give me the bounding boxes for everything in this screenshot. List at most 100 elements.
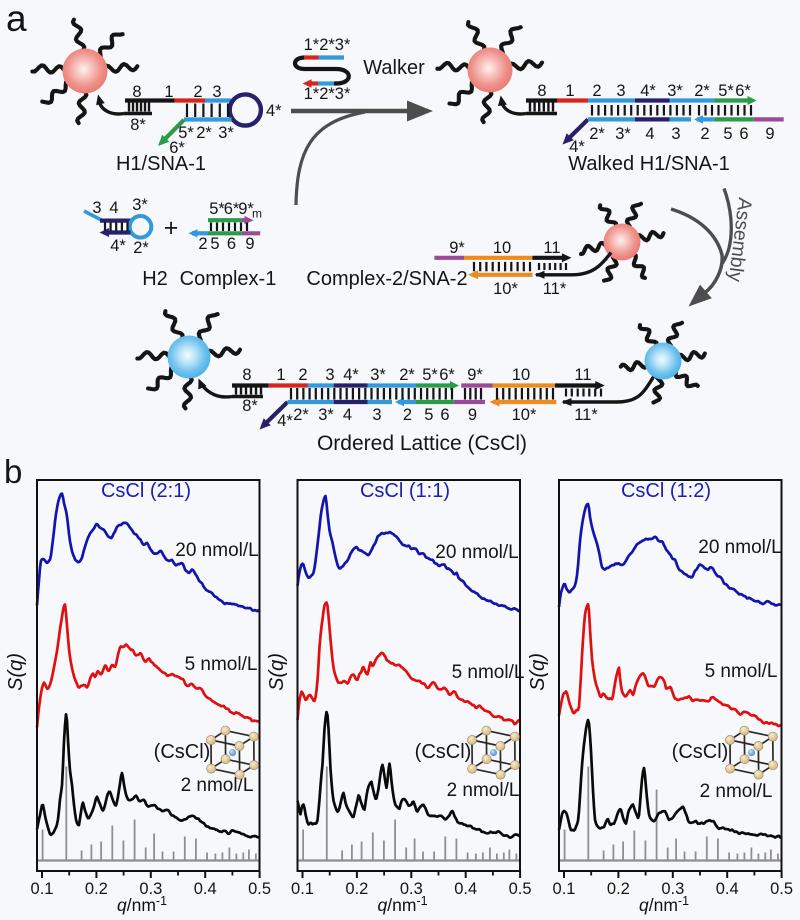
svg-text:8: 8 bbox=[537, 82, 546, 100]
svg-text:6: 6 bbox=[739, 125, 748, 143]
svg-text:1*2*3*: 1*2*3* bbox=[304, 36, 351, 54]
svg-text:2 nmol/L: 2 nmol/L bbox=[447, 780, 520, 801]
svg-text:6*: 6* bbox=[169, 139, 185, 157]
svg-text:2: 2 bbox=[298, 366, 307, 384]
svg-text:6*: 6* bbox=[735, 82, 751, 100]
svg-text:11*: 11* bbox=[543, 280, 567, 298]
svg-text:0.4: 0.4 bbox=[716, 880, 739, 898]
svg-text:4*: 4* bbox=[266, 102, 282, 120]
svg-text:10: 10 bbox=[493, 239, 511, 257]
svg-text:9*: 9* bbox=[449, 239, 465, 257]
svg-text:4*: 4* bbox=[110, 237, 126, 255]
svg-text:1: 1 bbox=[164, 83, 173, 101]
svg-text:5 nmol/L: 5 nmol/L bbox=[185, 654, 258, 675]
svg-text:1*2*3*: 1*2*3* bbox=[304, 85, 351, 103]
svg-text:(CsCl): (CsCl) bbox=[672, 741, 729, 763]
svg-text:9*: 9* bbox=[467, 366, 483, 384]
svg-text:3*: 3* bbox=[667, 82, 683, 100]
svg-text:11: 11 bbox=[574, 366, 591, 384]
svg-text:2: 2 bbox=[198, 235, 207, 253]
svg-text:2: 2 bbox=[403, 406, 412, 424]
svg-text:3*: 3* bbox=[615, 125, 631, 143]
svg-text:4*: 4* bbox=[343, 366, 359, 384]
svg-text:S(q): S(q) bbox=[5, 653, 27, 691]
svg-text:0.4: 0.4 bbox=[454, 880, 477, 898]
svg-text:0.5: 0.5 bbox=[248, 880, 271, 898]
svg-text:4: 4 bbox=[109, 199, 118, 217]
svg-text:0.3: 0.3 bbox=[139, 880, 162, 898]
svg-text:m: m bbox=[252, 207, 262, 221]
svg-text:3*: 3* bbox=[370, 366, 386, 384]
svg-text:5*: 5* bbox=[178, 124, 194, 142]
svg-text:0.1: 0.1 bbox=[31, 880, 54, 898]
svg-text:6: 6 bbox=[440, 406, 449, 424]
svg-text:0.2: 0.2 bbox=[85, 880, 108, 898]
svg-text:2: 2 bbox=[700, 125, 709, 143]
svg-text:9: 9 bbox=[765, 125, 774, 143]
svg-text:4: 4 bbox=[343, 406, 352, 424]
svg-text:9: 9 bbox=[245, 235, 254, 253]
svg-text:3*: 3* bbox=[218, 124, 234, 142]
svg-text:Walked H1/SNA-1: Walked H1/SNA-1 bbox=[568, 153, 730, 175]
svg-text:2 nmol/L: 2 nmol/L bbox=[181, 775, 254, 796]
svg-text:0.1: 0.1 bbox=[553, 880, 576, 898]
svg-text:3: 3 bbox=[212, 83, 221, 101]
svg-text:9*: 9* bbox=[238, 200, 254, 218]
svg-text:0.1: 0.1 bbox=[291, 880, 314, 898]
svg-text:4: 4 bbox=[645, 125, 654, 143]
svg-text:20 nmol/L: 20 nmol/L bbox=[698, 537, 781, 558]
svg-text:4*: 4* bbox=[569, 138, 585, 156]
svg-text:6*: 6* bbox=[224, 200, 240, 218]
svg-text:6: 6 bbox=[227, 235, 236, 253]
svg-text:2 nmol/L: 2 nmol/L bbox=[700, 781, 773, 802]
svg-text:5 nmol/L: 5 nmol/L bbox=[705, 661, 778, 682]
svg-text:1: 1 bbox=[276, 366, 285, 384]
svg-text:2*: 2* bbox=[694, 82, 710, 100]
svg-text:0.2: 0.2 bbox=[345, 880, 368, 898]
svg-text:2*: 2* bbox=[589, 125, 605, 143]
svg-text:1: 1 bbox=[565, 82, 574, 100]
svg-text:2*: 2* bbox=[196, 124, 212, 142]
svg-text:CsCl (1:2): CsCl (1:2) bbox=[621, 480, 711, 502]
svg-text:+: + bbox=[164, 214, 179, 242]
svg-text:10*: 10* bbox=[512, 406, 537, 424]
svg-text:a: a bbox=[6, 0, 27, 39]
svg-text:Complex-2/SNA-2: Complex-2/SNA-2 bbox=[306, 268, 467, 290]
svg-text:0.3: 0.3 bbox=[400, 880, 423, 898]
svg-text:3: 3 bbox=[325, 366, 334, 384]
svg-text:0.5: 0.5 bbox=[770, 880, 793, 898]
svg-text:8: 8 bbox=[132, 83, 141, 101]
svg-text:(CsCl): (CsCl) bbox=[415, 741, 472, 763]
svg-text:3: 3 bbox=[92, 199, 101, 217]
svg-text:2: 2 bbox=[592, 82, 601, 100]
svg-text:0.5: 0.5 bbox=[509, 880, 532, 898]
svg-text:3*: 3* bbox=[318, 406, 334, 424]
svg-text:2*: 2* bbox=[133, 239, 149, 257]
svg-text:CsCl (1:1): CsCl (1:1) bbox=[360, 480, 450, 502]
svg-text:2*: 2* bbox=[293, 406, 309, 424]
svg-text:3: 3 bbox=[372, 406, 381, 424]
svg-text:5: 5 bbox=[424, 406, 433, 424]
svg-text:5: 5 bbox=[723, 125, 732, 143]
svg-text:H1/SNA-1: H1/SNA-1 bbox=[116, 153, 206, 175]
svg-text:5 nmol/L: 5 nmol/L bbox=[452, 662, 525, 683]
svg-text:q/nm-1: q/nm-1 bbox=[117, 894, 167, 915]
svg-text:2: 2 bbox=[193, 83, 202, 101]
svg-text:S(q): S(q) bbox=[527, 653, 549, 691]
svg-text:4*: 4* bbox=[277, 412, 293, 430]
svg-text:10: 10 bbox=[512, 366, 530, 384]
svg-text:6*: 6* bbox=[439, 366, 455, 384]
svg-text:2*: 2* bbox=[399, 366, 415, 384]
svg-text:0.3: 0.3 bbox=[661, 880, 684, 898]
svg-text:5: 5 bbox=[210, 235, 219, 253]
svg-text:q/nm-1: q/nm-1 bbox=[639, 894, 689, 915]
svg-text:q/nm-1: q/nm-1 bbox=[378, 894, 428, 915]
svg-text:20 nmol/L: 20 nmol/L bbox=[435, 542, 518, 563]
svg-text:8: 8 bbox=[242, 366, 251, 384]
svg-text:0.4: 0.4 bbox=[194, 880, 217, 898]
svg-text:8*: 8* bbox=[130, 116, 146, 134]
svg-text:10*: 10* bbox=[493, 280, 518, 298]
svg-text:8*: 8* bbox=[242, 397, 258, 415]
svg-text:(CsCl): (CsCl) bbox=[154, 741, 211, 763]
svg-text:S(q): S(q) bbox=[266, 653, 288, 691]
